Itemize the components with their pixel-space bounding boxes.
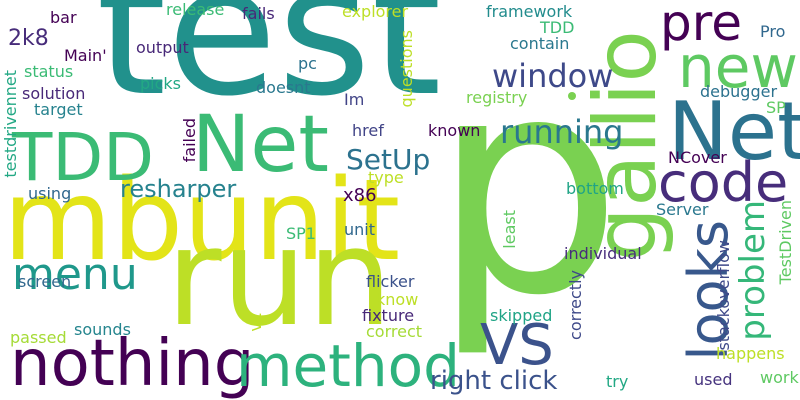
word-tdd-small: TDD [540,18,575,37]
word-resharper: resharper [120,175,237,203]
word-nothing: nothing [10,327,255,400]
word-problem: problem [733,200,773,341]
word-skipped: skipped [490,306,553,325]
word-menu: menu [12,249,138,300]
word-main: Main' [64,46,107,65]
word-flicker: flicker [366,272,415,291]
word-doesnt: doesnt [256,78,311,97]
word-pro: Pro [760,22,786,41]
word-code: code [658,151,789,214]
word-happens: happens [716,344,785,363]
word-href: href [352,121,384,140]
word-pc: pc [298,54,317,73]
word-net-left: Net [192,100,329,190]
word-contain: contain [510,34,570,53]
word-bar: bar [50,8,77,27]
word-sounds: sounds [74,320,131,339]
word-window: window [492,57,614,95]
word-status: status [24,62,74,81]
word-x86: x86 [343,185,377,206]
word-framework: framework [486,2,573,21]
word-p: p [432,12,623,361]
word-vs: VS [480,313,554,378]
word-using: using [28,184,72,203]
word-ncover: NCover [668,148,727,167]
word-setup: SetUp [346,143,431,176]
word-net-right: Net [668,85,800,178]
word-sp1: SP1 [286,224,316,243]
word-right-click: right click [430,366,558,396]
word-im: Im [344,90,365,109]
word-tdd: TDD [12,119,154,196]
decorative-dot [568,92,576,100]
word-debugger: debugger [700,82,778,101]
word-type: type [368,168,404,187]
word-failed: failed [180,118,199,163]
word-known: known [428,121,481,140]
word-registry: registry [466,88,528,107]
word-run: run [166,199,393,356]
word-individual: individual [564,244,642,263]
word-explorer: explorer [342,2,409,21]
word-fails: fails [242,4,275,23]
word-release: release [166,0,225,19]
word-work: work [760,368,799,387]
word-least: least [500,210,519,249]
word-testdrivennet: testdrivennet [1,70,20,178]
word-bottom: bottom [566,179,624,198]
word-output: output [136,38,189,57]
word-testdriven: TestDriven [776,200,795,285]
word-v2: v2 [246,312,265,332]
word-screen: screen [18,272,72,291]
word-unit: unit [344,220,375,239]
word-correctly: correctly [566,270,585,340]
word-2k8: 2k8 [8,26,49,51]
word-server: Server [656,200,709,219]
word-method: method [236,332,460,400]
word-running: running [500,113,624,151]
word-fixture: fixture [362,306,415,325]
word-target: target [34,100,83,119]
word-passed: passed [10,328,67,347]
word-test: test [96,0,442,136]
word-sp: SP [766,98,786,117]
word-try: try [606,372,629,391]
word-know: know [376,290,419,309]
word-new: new [678,33,798,101]
word-questions: questions [397,30,416,108]
word-solution: solution [22,84,86,103]
word-correct: correct [366,322,423,341]
word-mbunit: mbunit [3,156,401,286]
word-pre: pre [660,0,742,52]
word-used: used [694,370,733,389]
word-stackoverflow: stackoverflow [714,240,733,351]
word-picks: picks [140,74,181,93]
